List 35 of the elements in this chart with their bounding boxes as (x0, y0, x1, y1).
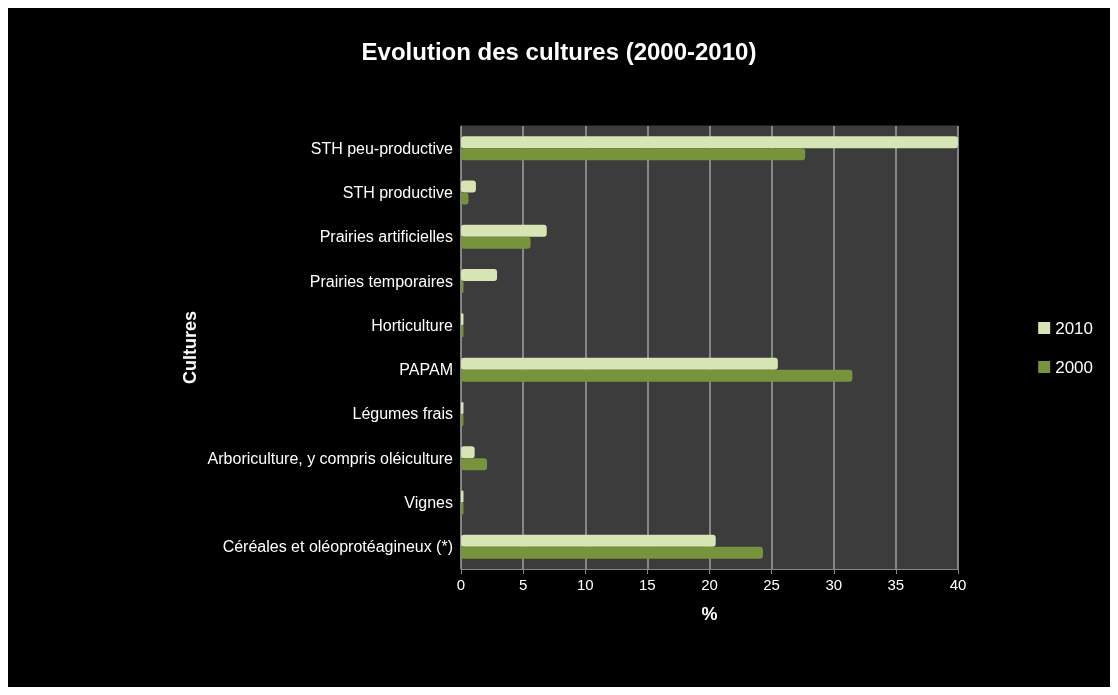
y-tick-label: Prairies artificielles (319, 228, 453, 246)
x-tick-label: 5 (518, 576, 528, 593)
bar (461, 458, 488, 471)
x-tick-label: 40 (949, 576, 967, 593)
y-tick-label: STH productive (342, 183, 454, 201)
x-tick-label: 20 (701, 576, 718, 593)
legend-label: 2010 (1055, 318, 1094, 338)
y-tick-label: Prairies temporaires (309, 272, 453, 290)
y-tick-label: PAPAM (399, 361, 453, 379)
chart-title: Evolution des cultures (2000-2010) (361, 37, 757, 65)
bar (461, 224, 547, 237)
bar (461, 546, 763, 559)
bar (461, 136, 958, 149)
bar (461, 148, 806, 161)
y-tick-label: STH peu-productive (310, 139, 454, 157)
x-tick-label: 30 (825, 576, 843, 593)
y-tick-label: Vignes (404, 494, 453, 512)
x-tick-label: 15 (639, 576, 656, 593)
bar (461, 357, 778, 370)
x-tick-label: 35 (887, 576, 905, 593)
bar (461, 236, 531, 249)
bar (461, 180, 476, 193)
y-axis-title: Cultures (180, 310, 200, 385)
x-tick-label: 0 (456, 576, 466, 593)
bar (461, 534, 716, 547)
legend-label: 2000 (1055, 357, 1094, 377)
x-tick-label: 25 (763, 576, 780, 593)
y-tick-label: Légumes frais (352, 405, 453, 423)
y-tick-label: Arboriculture, y compris oléiculture (207, 449, 454, 467)
bar (461, 269, 498, 282)
x-axis-title: % (701, 604, 718, 624)
y-tick-label: Horticulture (371, 316, 454, 334)
x-tick-label: 10 (576, 576, 594, 593)
y-tick-label: Céréales et oléoprotéagineux (*) (222, 538, 453, 556)
bar (461, 369, 853, 382)
